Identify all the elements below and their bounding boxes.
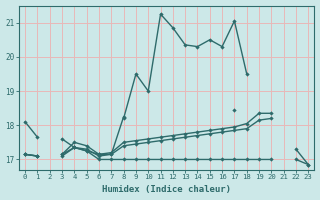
X-axis label: Humidex (Indice chaleur): Humidex (Indice chaleur) xyxy=(102,185,231,194)
